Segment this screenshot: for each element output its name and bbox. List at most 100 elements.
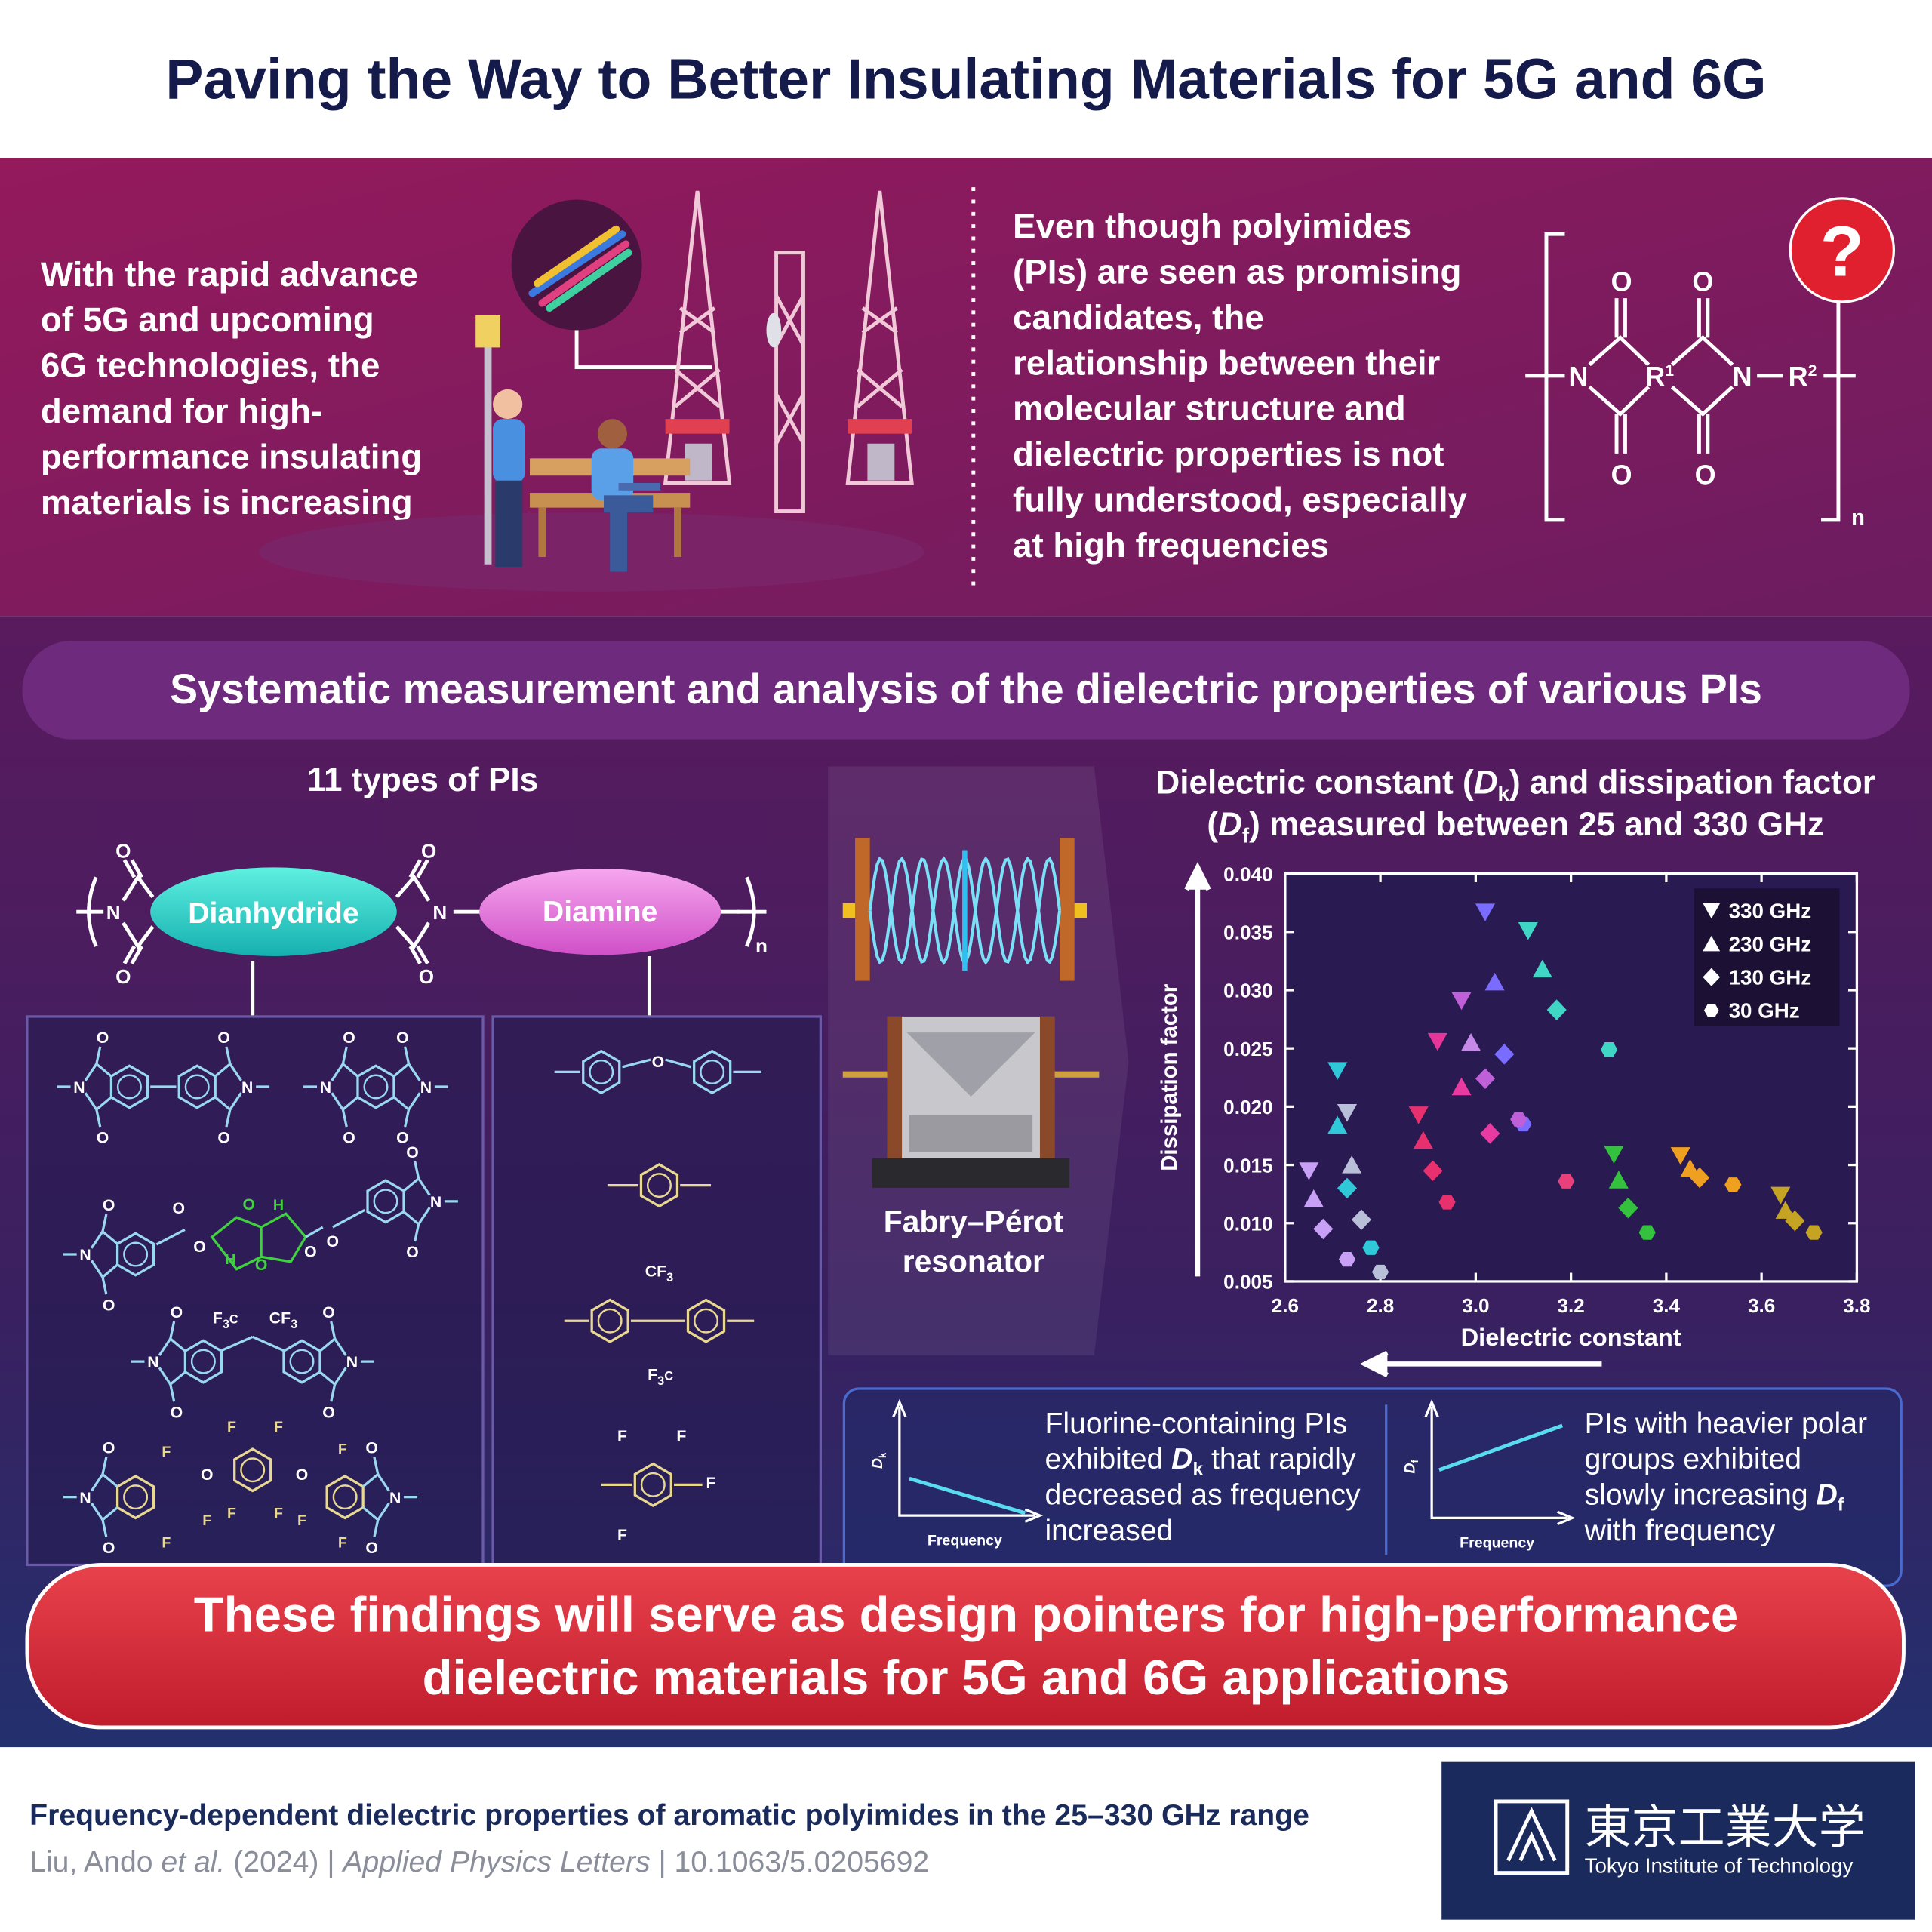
legend-label: 130 GHz <box>1729 965 1812 989</box>
citation-part: | 10.1063/5.0205692 <box>651 1846 930 1878</box>
data-point <box>1558 1174 1575 1189</box>
atom-label: N <box>106 901 121 924</box>
atom-label: O <box>343 1129 355 1146</box>
intro-line: of 5G and upcoming <box>41 300 374 339</box>
atom-label: F <box>202 1512 211 1529</box>
finding-line: Fluorine-containing PIs <box>1044 1407 1347 1440</box>
data-point <box>1461 1032 1481 1051</box>
bond <box>373 1457 380 1475</box>
data-point <box>1413 1131 1433 1149</box>
atom-label: R1 <box>1645 361 1674 392</box>
atom-part: R <box>1645 361 1665 392</box>
x-tick-label: 2.8 <box>1367 1294 1394 1317</box>
conclusion-line: dielectric materials for 5G and 6G appli… <box>423 1650 1510 1705</box>
bond <box>169 1383 176 1402</box>
data-point <box>1724 1177 1742 1192</box>
data-point <box>1427 1032 1447 1051</box>
bond <box>90 1502 104 1521</box>
bond <box>90 1260 104 1278</box>
atom-label: F <box>274 1419 283 1435</box>
atom-label: O <box>296 1466 309 1484</box>
ring <box>109 1064 149 1109</box>
atom-label: R2 <box>1789 361 1817 392</box>
data-point <box>1451 1077 1472 1096</box>
bond <box>414 1161 420 1179</box>
data-point <box>1484 972 1505 991</box>
title-part: f <box>1242 824 1250 848</box>
data-point <box>1770 1186 1791 1205</box>
atom-label: F3C <box>213 1309 238 1331</box>
chart-title: (Df) measured between 25 and 330 GHz <box>1207 806 1824 848</box>
intro-line: molecular structure and <box>1013 389 1406 428</box>
atom-label: N <box>420 1079 432 1097</box>
finding-texts: Fluorine-containing PIs exhibited Dk tha… <box>1044 1407 1867 1547</box>
atom-label: F <box>338 1441 347 1458</box>
ring <box>233 1447 272 1493</box>
finding-line: with frequency <box>1584 1515 1776 1547</box>
x-axis-title: Dielectric constant <box>1461 1323 1681 1351</box>
bond <box>341 1046 348 1065</box>
bond <box>318 1337 336 1352</box>
atom-part: 3 <box>666 1271 673 1284</box>
data-point <box>1518 922 1538 940</box>
atom-label: H <box>225 1251 235 1268</box>
data-point <box>1546 999 1567 1020</box>
bond <box>404 1046 411 1065</box>
atom-part: F <box>657 1263 666 1280</box>
ring <box>633 1462 672 1507</box>
scheme-atoms: N O O N O On <box>106 839 768 988</box>
finding-line: increased <box>1044 1515 1173 1547</box>
intro-line: at high frequencies <box>1013 526 1329 565</box>
data-point <box>1775 1201 1795 1219</box>
intro-line: materials is increasing <box>41 483 413 521</box>
mini-y-label: Dk <box>869 1452 888 1469</box>
data-point <box>1475 903 1496 921</box>
bond <box>95 1109 102 1128</box>
data-point <box>1690 1167 1710 1189</box>
atom-label: F <box>274 1505 283 1521</box>
bond <box>252 1335 285 1352</box>
intro-line: (PIs) are seen as promising <box>1013 253 1461 291</box>
ring <box>366 1179 405 1224</box>
line-part: D <box>1171 1443 1192 1475</box>
ring-inner <box>646 1173 672 1198</box>
resonator-illustration <box>842 838 1100 1188</box>
legend-label: 330 GHz <box>1729 899 1812 922</box>
y-tick-label: 0.005 <box>1223 1271 1272 1294</box>
bond <box>404 1109 411 1128</box>
y-tick-label: 0.010 <box>1223 1213 1272 1235</box>
intro-left: With the rapid advance of 5G and upcoming… <box>41 255 422 521</box>
bond <box>362 1473 379 1488</box>
line-part: f <box>1838 1495 1844 1515</box>
legend-marker <box>1703 1004 1719 1017</box>
atom-label: N <box>1568 361 1588 392</box>
ring-inner <box>589 1059 614 1084</box>
data-point <box>1480 1123 1500 1144</box>
bond <box>330 1383 337 1402</box>
study-heading: Systematic measurement and analysis of t… <box>170 666 1762 712</box>
scatter-chart: 2.6 2.8 3.0 3.2 3.4 3.6 3.8 0.005 0.010 0.015 0.02… <box>1157 863 1870 1351</box>
bond <box>101 1519 108 1538</box>
pi-scheme <box>76 859 767 1017</box>
title-part: ) measured between 25 and 330 GHz <box>1249 806 1824 843</box>
data-point <box>1327 1062 1348 1080</box>
bond <box>158 1337 172 1356</box>
logo-en: Tokyo Institute of Technology <box>1585 1854 1854 1878</box>
x-tick-label: 3.4 <box>1653 1294 1681 1317</box>
ring <box>183 1339 223 1384</box>
bond <box>331 1092 344 1111</box>
label-part: k <box>877 1452 888 1458</box>
bond <box>214 1063 231 1078</box>
bond <box>90 1473 104 1492</box>
ring <box>325 1475 365 1520</box>
finding-line: decreased as frequency <box>1044 1478 1361 1511</box>
bond <box>330 1321 337 1340</box>
data-point <box>1638 1225 1656 1240</box>
atom-part: 3 <box>223 1318 229 1331</box>
bond <box>377 1473 390 1492</box>
bond <box>225 1046 232 1065</box>
y-tick-label: 0.020 <box>1223 1096 1272 1118</box>
heading-pill <box>22 640 1910 740</box>
ring <box>639 1162 679 1208</box>
bond <box>417 1177 431 1196</box>
